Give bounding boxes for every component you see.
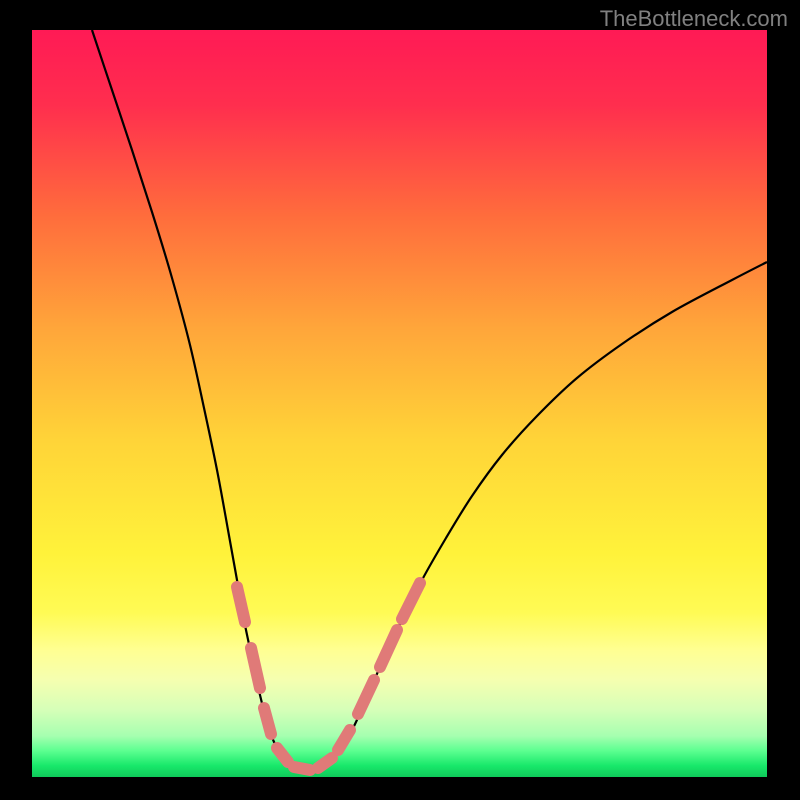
curve-left [92, 30, 308, 771]
dash-segment [294, 767, 310, 770]
canvas-root: TheBottleneck.com [0, 0, 800, 800]
curve-right [308, 262, 767, 771]
dash-segment [358, 680, 374, 714]
dash-segment [402, 583, 420, 619]
curve-layer [32, 30, 767, 777]
dash-segment [237, 587, 245, 622]
dash-segment [264, 708, 271, 734]
dash-segment [277, 748, 288, 762]
dashed-highlight [237, 583, 420, 770]
dash-segment [318, 758, 332, 768]
dash-segment [380, 630, 397, 667]
plot-frame [32, 30, 767, 777]
dash-segment [251, 648, 260, 688]
watermark-text: TheBottleneck.com [600, 6, 788, 32]
dash-segment [338, 730, 350, 750]
